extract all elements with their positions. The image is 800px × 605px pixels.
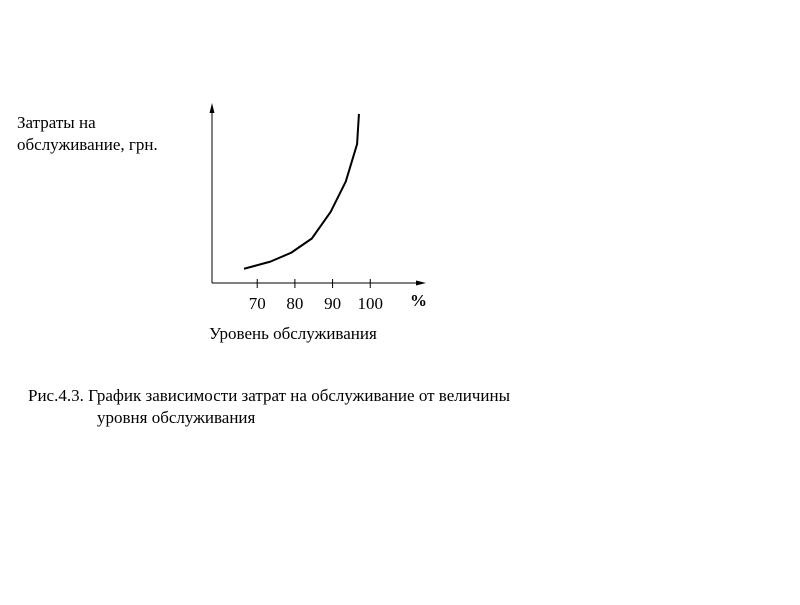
x-tick-label: 80 (286, 294, 303, 313)
y-label-line: обслуживание, грн. (17, 135, 158, 154)
x-axis-arrow (416, 280, 426, 286)
curve (243, 113, 360, 270)
y-axis-arrow (209, 103, 215, 113)
caption-line: Рис.4.3. График зависимости затрат на об… (28, 386, 511, 405)
x-tick-label: 70 (249, 294, 266, 313)
x-tick-label: 90 (324, 294, 341, 313)
x-tick-label: 100 (358, 294, 384, 313)
x-unit: % (410, 291, 427, 310)
x-label: Уровень обслуживания (209, 324, 377, 343)
caption-line: уровня обслуживания (97, 408, 256, 427)
y-label-line: Затраты на (17, 113, 96, 132)
